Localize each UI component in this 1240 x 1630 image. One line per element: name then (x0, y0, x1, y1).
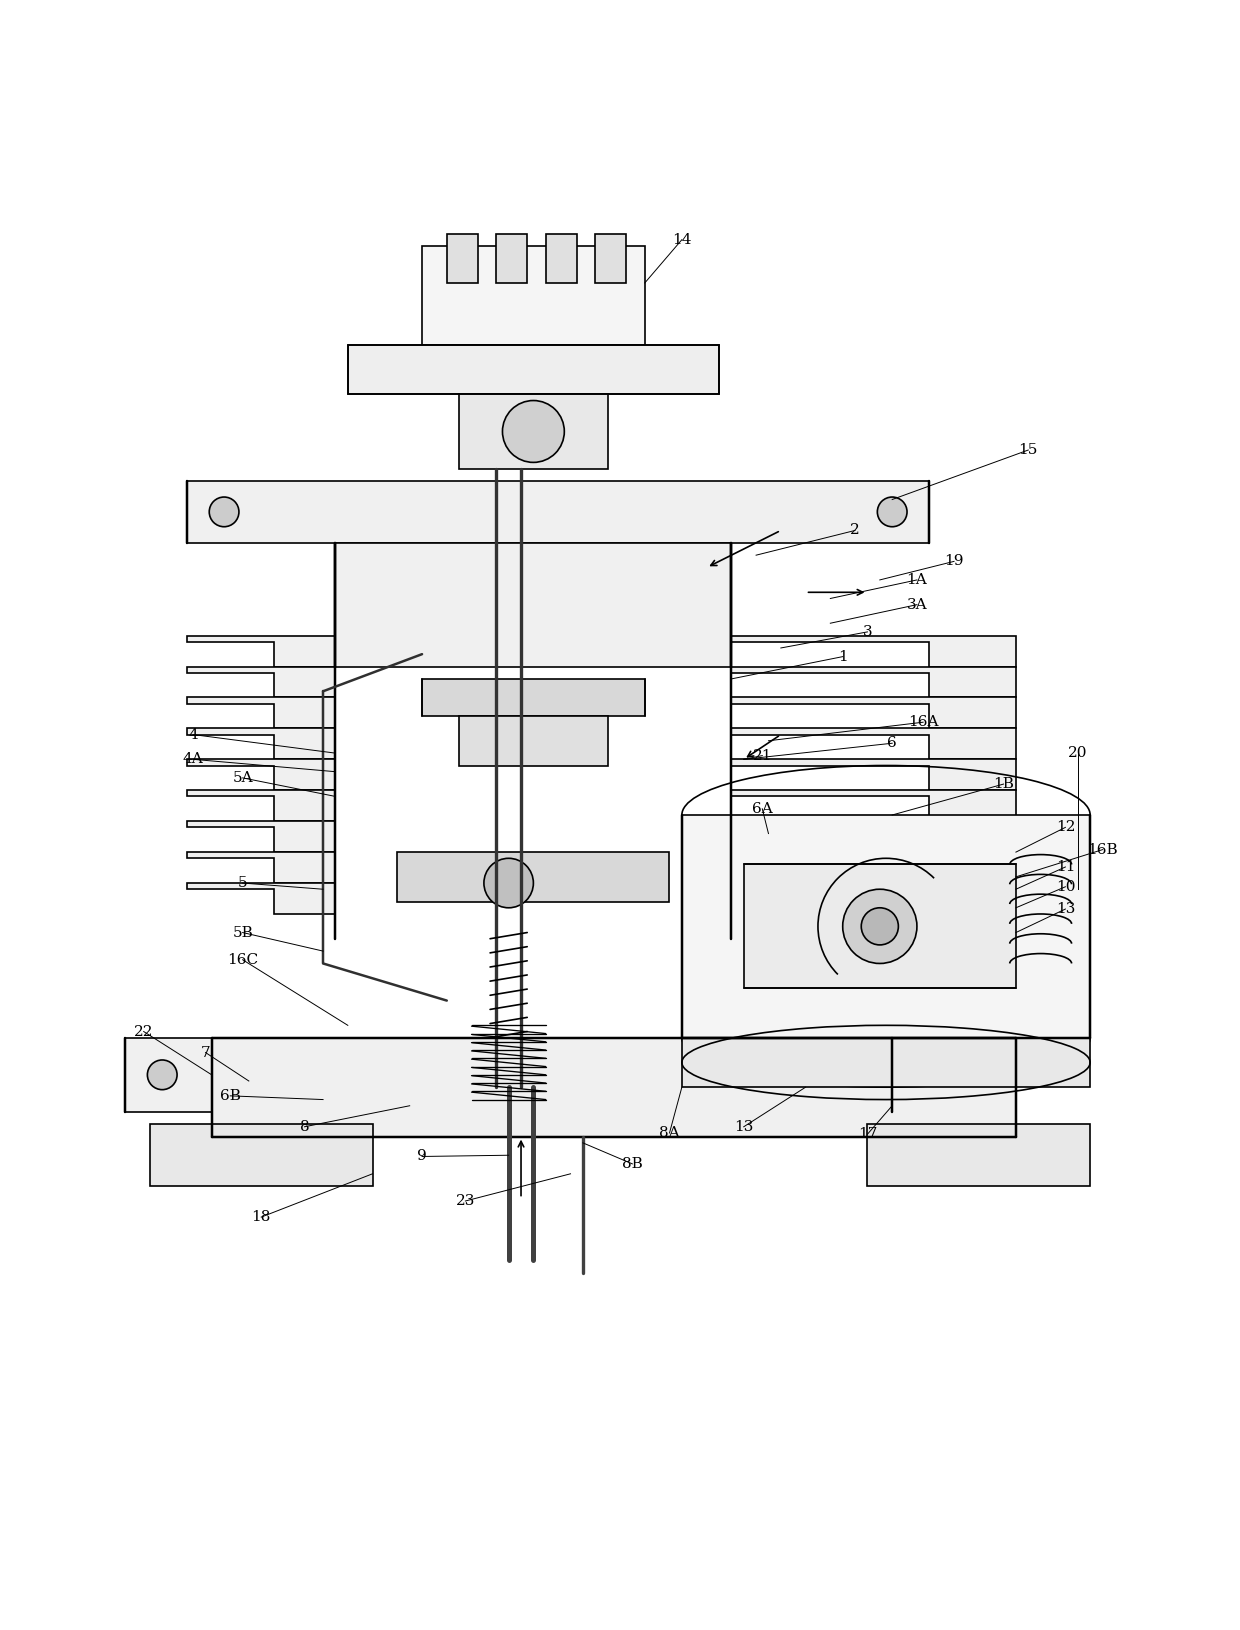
Text: 12: 12 (1055, 820, 1075, 835)
Polygon shape (732, 822, 1016, 852)
Polygon shape (150, 1125, 372, 1187)
Polygon shape (868, 1125, 1090, 1187)
Bar (446, 233, 477, 284)
Polygon shape (732, 636, 1016, 667)
Polygon shape (682, 1038, 1090, 1087)
Circle shape (502, 401, 564, 463)
Polygon shape (212, 1038, 1016, 1136)
Text: 13: 13 (734, 1120, 754, 1134)
Text: 16B: 16B (1087, 843, 1117, 857)
Text: 18: 18 (252, 1209, 270, 1224)
Circle shape (148, 1060, 177, 1090)
Circle shape (862, 908, 898, 945)
Polygon shape (187, 667, 336, 698)
Polygon shape (459, 716, 608, 766)
Polygon shape (422, 246, 645, 346)
Polygon shape (336, 543, 732, 667)
Text: 15: 15 (1018, 443, 1038, 456)
Text: 6: 6 (888, 737, 897, 750)
Text: 1: 1 (838, 650, 848, 663)
Polygon shape (397, 852, 670, 901)
Text: 17: 17 (858, 1128, 877, 1141)
Text: 1B: 1B (993, 778, 1014, 791)
Text: 4: 4 (188, 727, 198, 742)
Polygon shape (187, 791, 336, 822)
Polygon shape (732, 791, 1016, 822)
Text: 7: 7 (201, 1045, 211, 1060)
Polygon shape (682, 815, 1090, 1038)
Bar (595, 233, 626, 284)
Circle shape (878, 497, 906, 526)
Text: 2: 2 (851, 523, 861, 538)
Polygon shape (732, 760, 1016, 791)
Text: 8B: 8B (622, 1157, 642, 1170)
Text: 23: 23 (455, 1195, 475, 1208)
Text: 21: 21 (753, 748, 773, 763)
Polygon shape (125, 1038, 893, 1112)
Text: 1A: 1A (906, 572, 928, 587)
Text: 9: 9 (417, 1149, 427, 1164)
Bar (496, 233, 527, 284)
Text: 19: 19 (945, 554, 963, 569)
Text: 11: 11 (1055, 861, 1075, 874)
Polygon shape (187, 822, 336, 852)
Polygon shape (187, 852, 336, 883)
Text: 8: 8 (300, 1120, 309, 1134)
Polygon shape (187, 729, 336, 760)
Text: 10: 10 (1055, 880, 1075, 893)
Text: 20: 20 (1068, 747, 1087, 760)
Circle shape (843, 890, 916, 963)
Text: 5B: 5B (232, 926, 253, 939)
Text: 3: 3 (863, 624, 872, 639)
Polygon shape (187, 760, 336, 791)
Text: 6A: 6A (751, 802, 773, 815)
Polygon shape (187, 481, 929, 543)
Circle shape (210, 497, 239, 526)
Polygon shape (459, 394, 608, 468)
Polygon shape (732, 667, 1016, 698)
Bar (546, 233, 577, 284)
Text: 6B: 6B (219, 1089, 241, 1104)
Text: 16A: 16A (908, 716, 939, 729)
Polygon shape (422, 680, 645, 716)
Circle shape (484, 859, 533, 908)
Polygon shape (744, 864, 1016, 988)
Polygon shape (187, 883, 336, 914)
Polygon shape (732, 729, 1016, 760)
Polygon shape (347, 346, 719, 394)
Text: 8A: 8A (660, 1126, 680, 1139)
Polygon shape (732, 852, 1016, 883)
Text: 3A: 3A (906, 598, 928, 611)
Text: 16C: 16C (227, 954, 258, 967)
Text: 13: 13 (1055, 901, 1075, 916)
Text: 5: 5 (238, 875, 248, 890)
Text: 14: 14 (672, 233, 692, 246)
Polygon shape (732, 698, 1016, 729)
Text: 22: 22 (134, 1025, 154, 1038)
Polygon shape (187, 698, 336, 729)
Polygon shape (732, 883, 1016, 914)
Polygon shape (187, 636, 336, 667)
Text: 4A: 4A (182, 753, 203, 766)
Text: 5A: 5A (232, 771, 253, 786)
